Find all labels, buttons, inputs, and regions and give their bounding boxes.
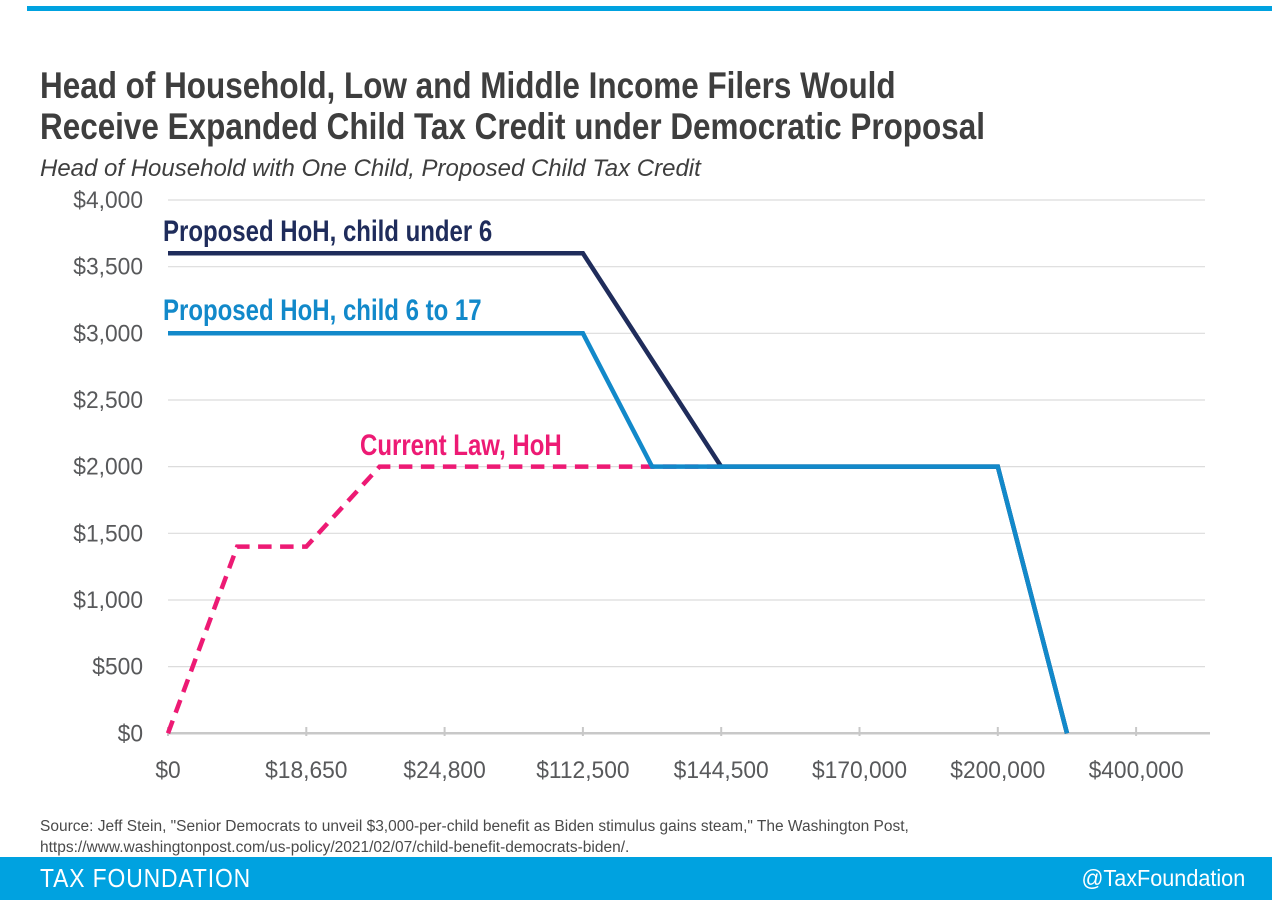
y-tick-label: $4,000 <box>73 186 143 213</box>
y-tick-label: $2,000 <box>73 453 143 480</box>
y-tick-label: $1,000 <box>73 586 143 613</box>
y-tick-label: $3,000 <box>73 320 143 347</box>
source-note-line1: Source: Jeff Stein, "Senior Democrats to… <box>40 817 909 835</box>
top-accent-bar <box>27 6 1272 11</box>
page-title: Head of Household, Low and Middle Income… <box>40 65 985 147</box>
x-tick-label: $170,000 <box>812 756 907 783</box>
page-title-line2: Receive Expanded Child Tax Credit under … <box>40 105 985 147</box>
legend-label-proposed-hoh-child-6-to-17: Proposed HoH, child 6 to 17 <box>163 292 482 326</box>
x-tick-label: $112,500 <box>536 756 629 783</box>
page-title-line1: Head of Household, Low and Middle Income… <box>40 64 896 106</box>
series-line-proposed-hoh-child-6-to-17 <box>168 331 1070 734</box>
x-tick-label: $400,000 <box>1089 756 1184 783</box>
x-tick-label: $0 <box>155 756 180 783</box>
footer-bar: TAX FOUNDATION @TaxFoundation <box>0 857 1272 900</box>
series-line-proposed-hoh-child-under-6 <box>168 251 1070 734</box>
chart-subtitle: Head of Household with One Child, Propos… <box>40 155 701 182</box>
x-tick-label: $200,000 <box>950 756 1045 783</box>
source-note-line2: https://www.washingtonpost.com/us-policy… <box>40 839 630 856</box>
x-tick-label: $24,800 <box>403 756 485 783</box>
y-tick-label: $2,500 <box>73 386 143 413</box>
source-note: Source: Jeff Stein, "Senior Democrats to… <box>40 816 909 859</box>
y-tick-label: $1,500 <box>73 520 143 547</box>
y-tick-label: $3,500 <box>73 253 143 280</box>
y-tick-label: $0 <box>118 720 143 747</box>
x-tick-label: $144,500 <box>674 756 769 783</box>
legend-label-proposed-hoh-child-under-6: Proposed HoH, child under 6 <box>163 213 492 247</box>
twitter-handle: @TaxFoundation <box>1081 865 1245 891</box>
series-line-current-law-hoh <box>165 464 722 735</box>
legend-label-current-law-hoh: Current Law, HoH <box>360 427 562 461</box>
brand-wordmark: TAX FOUNDATION <box>40 863 252 893</box>
x-tick-label: $18,650 <box>265 756 347 783</box>
y-tick-label: $500 <box>92 653 143 680</box>
